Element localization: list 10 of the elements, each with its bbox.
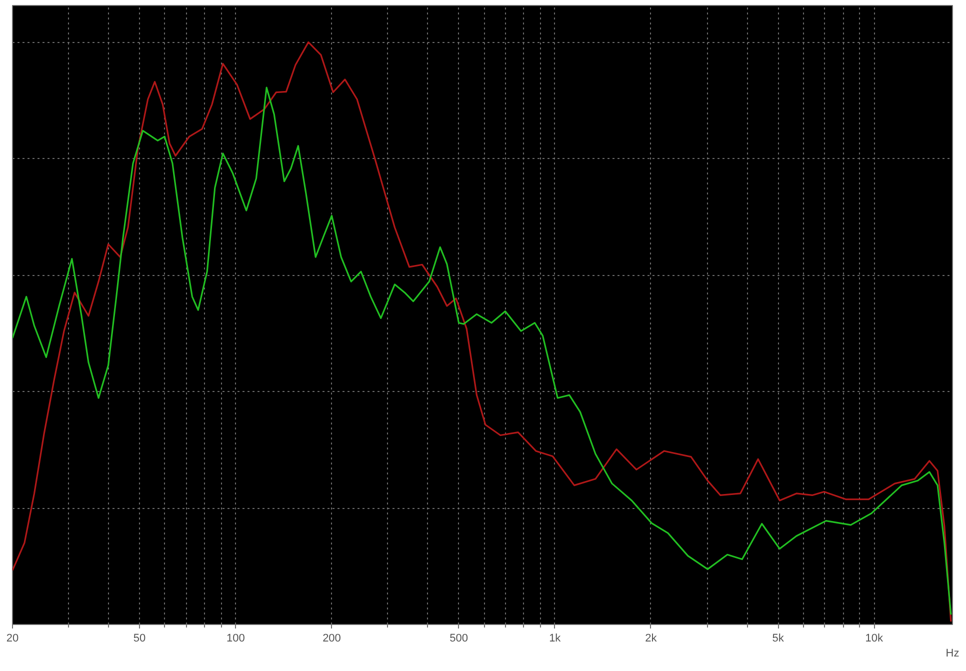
x-tick-label: 50 [133,632,146,644]
x-axis-title: Hz [946,648,960,660]
x-tick-label: 2k [645,632,658,644]
x-tick-label: 10k [865,632,884,644]
x-tick-label: 500 [450,632,468,644]
x-tick-label: 5k [772,632,784,644]
x-tick-label: 200 [322,632,341,644]
x-tick-label: 20 [6,632,19,644]
x-tick-label: 100 [226,632,245,644]
x-tick-label: 1k [549,632,562,644]
